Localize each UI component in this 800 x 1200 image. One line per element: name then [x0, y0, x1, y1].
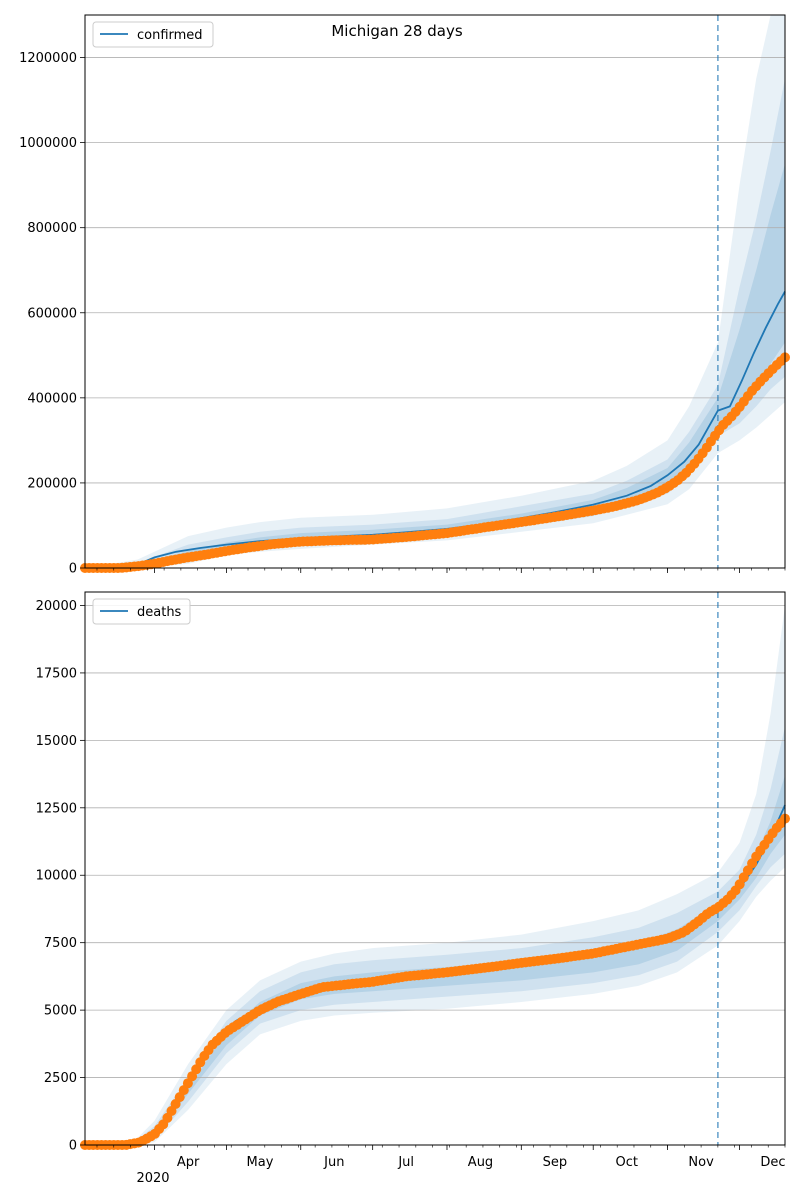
y-tick-label: 0: [69, 562, 77, 577]
x-tick-label: Dec: [760, 1155, 785, 1170]
y-tick-label: 15000: [36, 734, 77, 749]
x-tick-label: Oct: [616, 1155, 638, 1170]
deaths-x-ticks: Apr May Jun Jul Aug Sep Oct Nov Dec: [96, 1145, 786, 1170]
deaths-gridlines: [85, 592, 785, 1146]
y-tick-label: 200000: [27, 476, 77, 491]
axes-frame: [84, 14, 786, 569]
y-tick-label: 10000: [36, 869, 77, 884]
confirmed-x-ticks: [96, 568, 786, 573]
x-tick-label: Sep: [543, 1155, 568, 1170]
y-tick-label: 1200000: [19, 51, 77, 66]
x-tick-label: May: [247, 1155, 274, 1170]
legend-label-confirmed: confirmed: [137, 28, 203, 43]
y-tick-label: 7500: [44, 936, 77, 951]
x-tick-label: Aug: [468, 1155, 493, 1170]
axes-frame: [84, 591, 786, 1146]
confirmed-legend: confirmed: [92, 21, 214, 48]
y-tick-label: 600000: [27, 306, 77, 321]
y-tick-label: 20000: [36, 599, 77, 614]
y-tick-label: 400000: [27, 391, 77, 406]
y-tick-label: 800000: [27, 221, 77, 236]
deaths-y-ticks: 0 2500 5000 7500 10000 12500 15000 17500 20000: [36, 599, 85, 1154]
x-tick-label: Apr: [177, 1155, 200, 1170]
x-year-label: 2020: [136, 1171, 169, 1186]
y-tick-label: 5000: [44, 1004, 77, 1019]
band-core: [85, 775, 785, 1145]
y-tick-label: 1000000: [19, 136, 77, 151]
confirmed-y-ticks: 0 200000 400000 600000 800000 1000000 1200000: [19, 51, 85, 577]
deaths-axes-frame: [84, 591, 786, 1146]
legend-box: [92, 21, 214, 48]
y-tick-label: 17500: [36, 666, 77, 681]
deaths-observed-points: [80, 813, 790, 1150]
confirmed-observed-points: [80, 352, 790, 573]
y-tick-label: 12500: [36, 801, 77, 816]
deaths-legend: deaths: [92, 598, 191, 625]
y-tick-label: 2500: [44, 1071, 77, 1086]
x-tick-label: Nov: [688, 1155, 714, 1170]
y-tick-label: 0: [69, 1139, 77, 1154]
x-tick-label: Jun: [323, 1155, 344, 1170]
deaths-panel: 0 2500 5000 7500 10000 12500 15000 17500 20000 A…: [36, 591, 790, 1186]
x-tick-label: Jul: [397, 1155, 414, 1170]
legend-label-deaths: deaths: [137, 605, 182, 620]
confirmed-panel: 020000040000060000080000010000001200000 …: [19, 14, 790, 577]
legend-box: [92, 598, 191, 625]
band-inner: [85, 726, 785, 1145]
confirmed-axes-frame: [84, 14, 786, 569]
chart-title: Michigan 28 days: [331, 22, 462, 40]
